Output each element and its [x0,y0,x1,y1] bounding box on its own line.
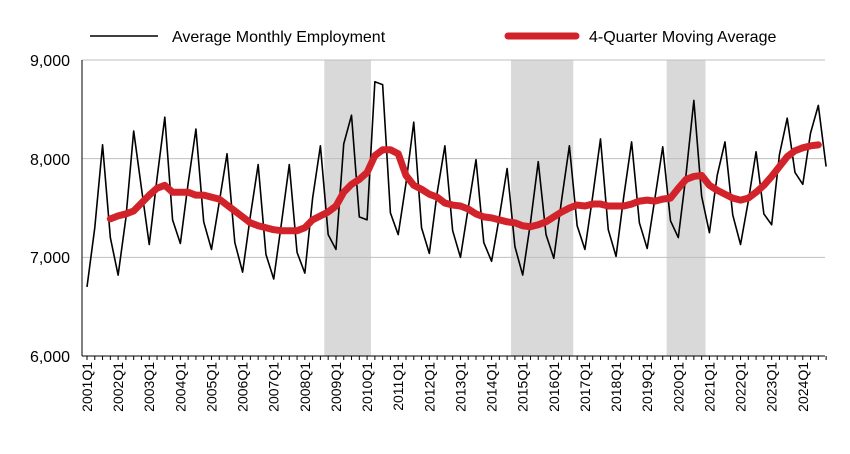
x-tick-label: 2005Q1 [203,362,219,412]
x-tick-label: 2003Q1 [141,362,157,412]
x-tick-label: 2011Q1 [390,362,406,411]
x-tick-label: 2013Q1 [452,362,468,412]
x-tick-label: 2008Q1 [297,362,313,412]
x-tick-label: 2015Q1 [515,362,531,412]
gridlines [82,59,825,258]
x-tick-label: 2023Q1 [764,362,780,412]
recession-shading [324,60,706,356]
x-tick-label: 2017Q1 [577,362,593,412]
legend-label-series-1: Average Monthly Employment [172,29,386,46]
x-tick-label: 2024Q1 [795,362,811,412]
x-tick-label: 2009Q1 [328,362,344,412]
x-tick-label: 2007Q1 [266,362,282,412]
x-tick-label: 2001Q1 [79,362,95,412]
legend: Average Monthly Employment 4-Quarter Mov… [90,29,776,46]
x-tick-label: 2010Q1 [359,362,375,412]
x-tick-label: 2012Q1 [421,362,437,412]
x-axis-ticks: 2001Q1 2002Q1 2003Q1 2004Q1 2005Q1 2006Q1 2007… [79,356,827,412]
recession-band-3 [666,60,706,356]
y-axis-ticks: 6,000 7,000 8,000 9,000 [30,53,70,366]
x-tick-label: 2004Q1 [172,362,188,412]
y-tick-label: 8,000 [30,152,70,169]
series-line-2 [106,141,822,235]
x-tick-label: 2016Q1 [546,362,562,412]
x-tick-label: 2018Q1 [608,362,624,412]
series-line-1 [86,80,827,288]
series [86,80,827,288]
legend-label-series-2: 4-Quarter Moving Average [589,29,776,46]
x-tick-label: 2020Q1 [670,362,686,412]
x-tick-label: 2006Q1 [235,362,251,412]
x-tick-label: 2014Q1 [484,362,500,412]
y-tick-label: 6,000 [30,349,70,366]
x-tick-label: 2019Q1 [639,362,655,412]
x-tick-label: 2022Q1 [733,362,749,412]
x-tick-label: 2021Q1 [701,362,717,412]
x-tick-label: 2002Q1 [110,362,126,412]
y-tick-label: 7,000 [30,250,70,267]
y-tick-label: 9,000 [30,53,70,70]
